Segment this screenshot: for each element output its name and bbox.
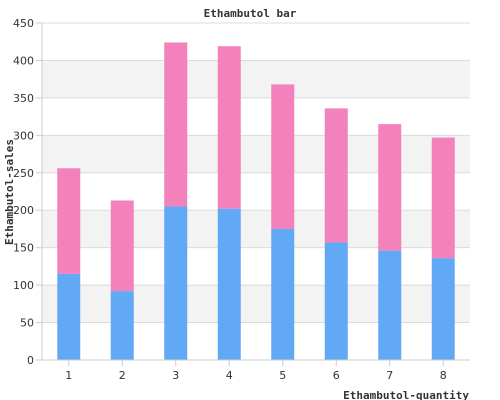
x-tick-label: 8 xyxy=(440,369,447,382)
bar-segment xyxy=(271,84,295,229)
bar-segment xyxy=(378,250,402,360)
y-tick-label: 250 xyxy=(13,167,34,180)
x-tick-label: 7 xyxy=(386,369,393,382)
y-tick-label: 450 xyxy=(13,17,34,30)
chart-title: Ethambutol bar xyxy=(204,7,297,20)
bar-segment xyxy=(324,108,348,243)
x-tick-label: 4 xyxy=(226,369,233,382)
bars xyxy=(57,42,455,360)
bar-segment xyxy=(324,242,348,360)
bar-segment xyxy=(271,228,295,360)
bar-segment xyxy=(110,200,134,292)
y-tick-labels: 0 50 100 150 200 250 300 350 400 450 xyxy=(13,17,34,367)
bar-segment xyxy=(164,42,188,207)
bar-segment xyxy=(431,137,455,259)
bar-segment xyxy=(57,273,81,360)
x-tick-label: 5 xyxy=(279,369,286,382)
axes xyxy=(41,23,470,361)
y-tick-label: 0 xyxy=(27,354,34,367)
bar-segment xyxy=(57,168,81,274)
x-axis-title: Ethambutol-quantity xyxy=(343,389,469,400)
y-axis-title: Ethambutol-sales xyxy=(3,139,16,245)
grid-band xyxy=(42,285,470,323)
x-tick-labels: 1 2 3 4 5 6 7 8 xyxy=(65,360,447,382)
grid-band xyxy=(42,60,470,98)
y-tick-label: 50 xyxy=(20,317,34,330)
bar-segment xyxy=(431,258,455,360)
y-tick-label: 150 xyxy=(13,242,34,255)
bar-segment xyxy=(164,206,188,360)
x-tick-label: 6 xyxy=(333,369,340,382)
bar-segment xyxy=(217,46,241,209)
grid-band xyxy=(42,210,470,248)
y-tick-label: 350 xyxy=(13,92,34,105)
y-tick-label: 300 xyxy=(13,129,34,142)
grid-band xyxy=(42,135,470,173)
bar-segment xyxy=(217,208,241,360)
y-tick-label: 100 xyxy=(13,279,34,292)
x-tick-label: 2 xyxy=(119,369,126,382)
x-tick-label: 3 xyxy=(172,369,179,382)
bar-segment xyxy=(378,124,402,251)
grid-bands xyxy=(42,60,470,323)
y-tick-label: 200 xyxy=(13,204,34,217)
x-tick-label: 1 xyxy=(65,369,72,382)
bar-segment xyxy=(110,291,134,360)
y-tick-label: 400 xyxy=(13,54,34,67)
